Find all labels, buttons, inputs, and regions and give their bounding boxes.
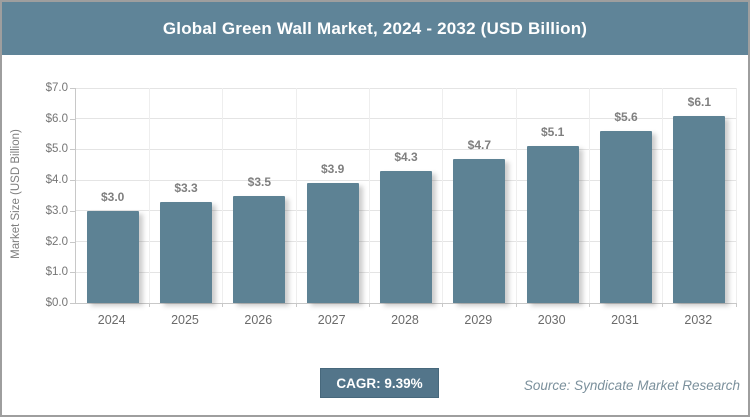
x-axis-label: 2029 <box>464 313 493 327</box>
y-tick-mark <box>70 88 75 89</box>
source-text: Source: Syndicate Market Research <box>523 378 740 393</box>
chart-title: Global Green Wall Market, 2024 - 2032 (U… <box>162 18 588 38</box>
bar-value-label: $3.5 <box>247 174 271 189</box>
x-axis-label: 2032 <box>684 313 713 327</box>
y-tick-mark <box>70 210 75 212</box>
x-tick-mark <box>222 303 224 307</box>
bar-value-label: $3.0 <box>100 189 125 204</box>
bar-value-label: $6.1 <box>687 94 711 109</box>
x-axis-label: 2028 <box>391 313 419 327</box>
x-gridline <box>735 88 737 303</box>
x-gridline <box>295 88 297 303</box>
cagr-label: CAGR: 9.39% <box>336 375 423 391</box>
bar-value-label: $3.9 <box>320 162 345 177</box>
y-tick-mark <box>70 303 75 304</box>
y-tick-label: $3.0 <box>45 204 68 217</box>
x-tick-mark <box>295 303 297 307</box>
y-tick-mark <box>70 149 75 151</box>
x-axis-label: 2026 <box>244 313 273 327</box>
x-axis-label: 2030 <box>537 313 566 327</box>
bar-2032 <box>673 115 726 303</box>
x-tick-mark <box>148 303 150 307</box>
bar-value-label: $3.3 <box>174 180 198 195</box>
bar-2030 <box>526 146 579 303</box>
x-tick-mark <box>735 303 737 307</box>
y-tick-label: $4.0 <box>45 174 68 187</box>
x-gridline <box>442 88 444 303</box>
y-gridline <box>76 87 736 89</box>
y-tick-label: $7.0 <box>45 82 68 94</box>
bar-2025 <box>160 201 212 303</box>
x-tick-mark <box>515 303 517 307</box>
y-tick-mark <box>70 272 75 274</box>
bar-value-label: $5.6 <box>614 110 638 124</box>
bar-2024 <box>86 210 139 303</box>
x-tick-mark <box>588 303 590 307</box>
x-axis-label: 2025 <box>171 313 199 327</box>
y-tick-label: $6.0 <box>45 112 68 125</box>
bar-value-label: $4.3 <box>394 149 418 164</box>
y-tick-label: $2.0 <box>45 235 68 248</box>
chart-title-bar: Global Green Wall Market, 2024 - 2032 (U… <box>2 2 748 55</box>
x-axis-label: 2024 <box>97 313 126 327</box>
bar-value-label: $4.7 <box>467 137 491 152</box>
bar-value-label: $5.1 <box>540 125 565 140</box>
cagr-badge: CAGR: 9.39% <box>320 368 439 398</box>
x-tick-mark <box>368 303 370 307</box>
bar-2027 <box>306 183 359 303</box>
plot-area: $3.0 $3.3 $3.5 $3.9 $4.3 $4.7 $5.1 $5.6 $6.1 <box>75 87 737 307</box>
bar-2031 <box>600 131 652 303</box>
y-tick-mark <box>70 180 75 182</box>
x-tick-mark <box>662 303 664 307</box>
x-gridline <box>148 88 150 303</box>
x-gridline <box>662 88 664 303</box>
x-gridline <box>588 88 590 303</box>
x-axis-label: 2031 <box>611 313 639 327</box>
y-tick-mark <box>70 118 75 120</box>
bar-2029 <box>453 158 506 303</box>
x-axis-label: 2027 <box>317 313 346 327</box>
x-gridline <box>222 88 224 303</box>
y-tick-label: $1.0 <box>45 266 68 279</box>
y-tick-mark <box>70 241 75 243</box>
x-gridline <box>368 88 370 303</box>
y-tick-label: $0.0 <box>45 297 68 309</box>
x-tick-mark <box>442 303 444 307</box>
y-gridline <box>76 118 736 120</box>
bar-2026 <box>233 195 286 303</box>
x-gridline <box>515 88 517 303</box>
bar-2028 <box>380 170 432 303</box>
y-gridline <box>76 148 736 150</box>
y-tick-label: $5.0 <box>45 143 68 156</box>
